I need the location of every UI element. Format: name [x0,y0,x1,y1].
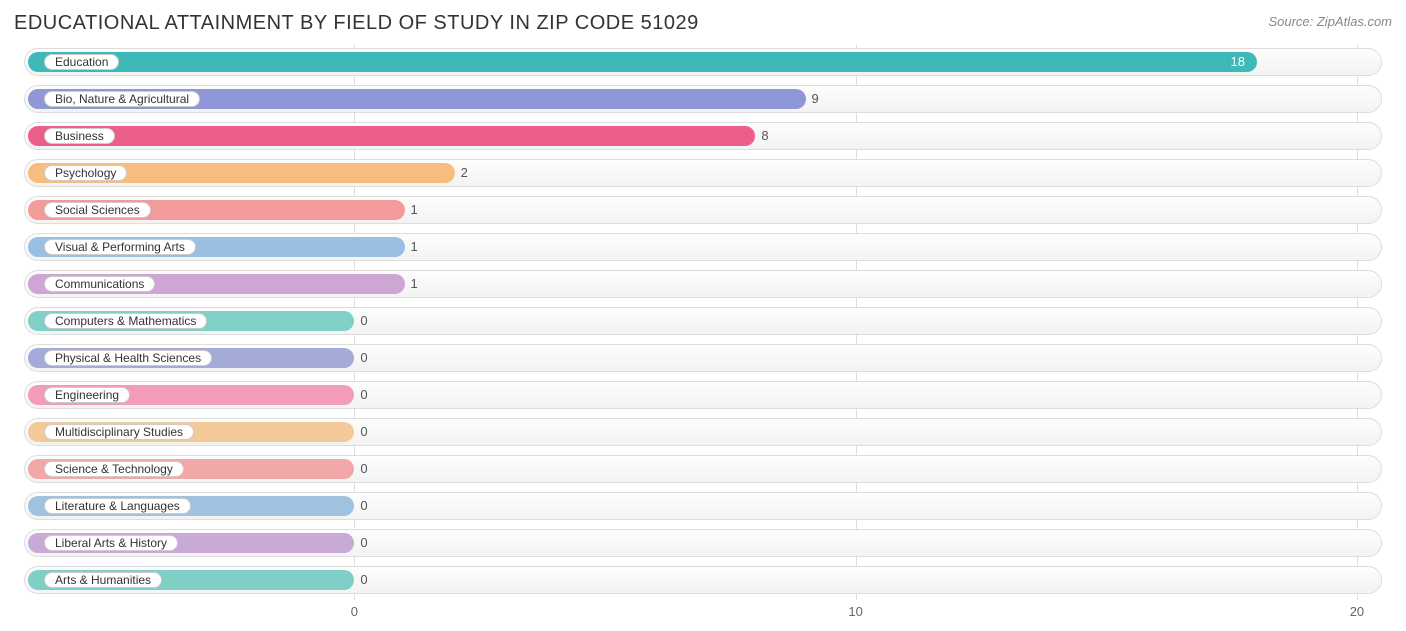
bar-label-pill: Computers & Mathematics [44,313,207,329]
bar-label-pill: Science & Technology [44,461,184,477]
bar-label-pill: Physical & Health Sciences [44,350,212,366]
bar-value: 0 [360,498,367,514]
x-tick: 10 [848,604,862,619]
bar-row: Social Sciences1 [214,193,1382,227]
bar-row: Physical & Health Sciences0 [214,341,1382,375]
bar-value: 0 [360,535,367,551]
bar-value: 0 [360,313,367,329]
chart-plot: Education18Bio, Nature & Agricultural9Bu… [214,45,1382,600]
bar-row: Literature & Languages0 [214,489,1382,523]
bar-value: 0 [360,461,367,477]
bar-row: Science & Technology0 [214,452,1382,486]
bar-label-pill: Communications [44,276,155,292]
bar-label-pill: Literature & Languages [44,498,191,514]
bar-row: Engineering0 [214,378,1382,412]
bar-row: Education18 [214,45,1382,79]
bar-row: Arts & Humanities0 [214,563,1382,597]
bar-value: 18 [1231,54,1245,70]
bar-value: 0 [360,572,367,588]
x-tick: 20 [1350,604,1364,619]
bar-label-pill: Liberal Arts & History [44,535,178,551]
bar-value: 1 [410,276,417,292]
bar-label-pill: Social Sciences [44,202,151,218]
x-axis: 0 10 20 [214,600,1382,624]
bar-label-pill: Bio, Nature & Agricultural [44,91,200,107]
bar-value: 0 [360,350,367,366]
bar-row: Communications1 [214,267,1382,301]
bar-row: Computers & Mathematics0 [214,304,1382,338]
bar-label-pill: Engineering [44,387,130,403]
bar-value: 0 [360,387,367,403]
bar-row: Multidisciplinary Studies0 [214,415,1382,449]
x-tick: 0 [351,604,358,619]
bar-value: 2 [461,165,468,181]
chart-source: Source: ZipAtlas.com [1268,14,1392,29]
bar-label-pill: Education [44,54,119,70]
bar-value: 8 [761,128,768,144]
bar-row: Liberal Arts & History0 [214,526,1382,560]
bar-fill [28,126,755,146]
chart-area: Education18Bio, Nature & Agricultural9Bu… [14,45,1392,624]
bar-label-pill: Visual & Performing Arts [44,239,196,255]
bar-value: 1 [410,239,417,255]
bar-value: 9 [812,91,819,107]
bar-fill [28,52,1257,72]
chart-title: EDUCATIONAL ATTAINMENT BY FIELD OF STUDY… [14,12,699,35]
bar-row: Psychology2 [214,156,1382,190]
bar-label-pill: Multidisciplinary Studies [44,424,194,440]
chart-header: EDUCATIONAL ATTAINMENT BY FIELD OF STUDY… [14,12,1392,35]
bar-value: 1 [410,202,417,218]
bar-label-pill: Psychology [44,165,127,181]
bar-label-pill: Arts & Humanities [44,572,162,588]
bar-row: Visual & Performing Arts1 [214,230,1382,264]
bar-value: 0 [360,424,367,440]
bar-row: Bio, Nature & Agricultural9 [214,82,1382,116]
bar-row: Business8 [214,119,1382,153]
bar-label-pill: Business [44,128,115,144]
